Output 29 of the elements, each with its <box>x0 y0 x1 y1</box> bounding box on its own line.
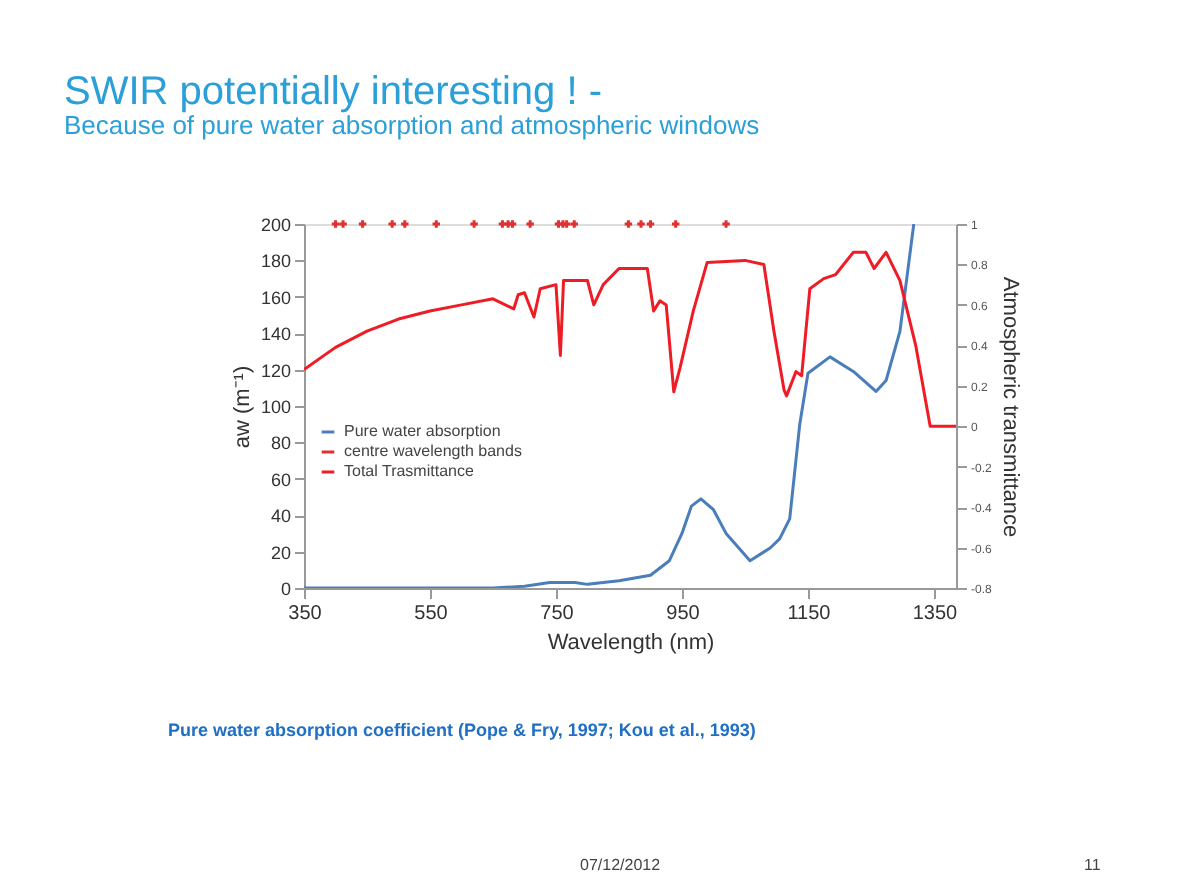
y-tick-label: 0 <box>280 579 291 599</box>
x-axis-title: Wavelength (nm) <box>547 631 715 655</box>
x-tick-label: 950 <box>666 603 701 625</box>
y-tick-label: 60 <box>270 469 291 490</box>
y-tick-label: 140 <box>260 324 291 345</box>
y2-axis-title: Atmospheric transmittance <box>997 276 1022 538</box>
x-tick-label: 1350 <box>912 603 959 625</box>
x-tick-label: 750 <box>540 603 575 625</box>
line-series <box>304 250 956 428</box>
y-tick-label: 100 <box>260 397 291 417</box>
x-tick-label: 1150 <box>787 603 832 625</box>
x-tick-label: 350 <box>288 603 323 625</box>
y-tick-label: 160 <box>260 287 291 308</box>
text: Pure water absorption coefficient (Pope & Fry, 1997; Kou et al., 1993) <box>168 720 756 740</box>
chart-title: SWIR potentially interesting ! - <box>64 70 602 114</box>
legend-label: Pure water absorption <box>344 422 501 440</box>
y-tick-label: 80 <box>270 433 291 454</box>
text: 07/12/2012 <box>580 856 662 874</box>
legend-label: centre wavelength bands <box>344 442 522 460</box>
y-tick-label: 40 <box>270 506 291 527</box>
x-tick-label: 550 <box>414 603 449 625</box>
y-tick-label: 180 <box>260 251 291 272</box>
y-tick-label: 200 <box>260 215 291 235</box>
legend-label: Total Trasmittance <box>344 462 475 480</box>
y-axis-title: aw (m⁻¹) <box>230 365 255 449</box>
text: 11 <box>1084 856 1102 874</box>
y-tick-label: 120 <box>260 360 291 381</box>
chart-subtitle: Because of pure water absorption and atmospheric windows <box>64 110 761 140</box>
y-tick-label: 20 <box>270 542 291 563</box>
